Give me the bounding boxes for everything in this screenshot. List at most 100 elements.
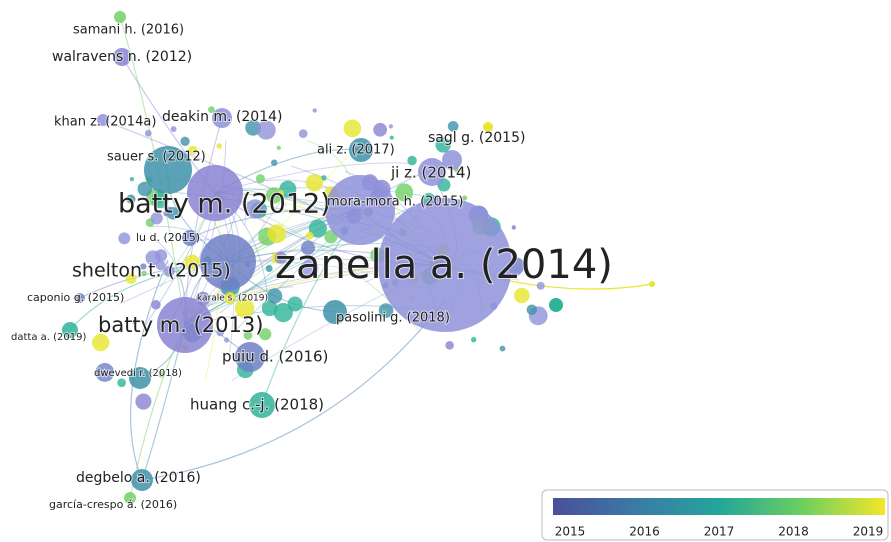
node <box>249 392 275 418</box>
node <box>261 300 278 317</box>
node <box>274 251 288 264</box>
node <box>470 336 477 343</box>
node <box>267 288 283 304</box>
node <box>144 146 192 194</box>
node <box>126 194 136 204</box>
node <box>499 345 506 352</box>
node-label: dwevedi r. (2018) <box>94 368 182 379</box>
node <box>418 158 446 186</box>
node-label: huang c.-j. (2018) <box>190 396 324 414</box>
node <box>129 177 134 182</box>
node <box>395 183 414 202</box>
node <box>243 331 253 340</box>
node <box>117 378 126 388</box>
node <box>389 135 394 140</box>
node <box>343 119 362 138</box>
node <box>325 175 395 245</box>
node <box>157 297 213 353</box>
node <box>158 371 166 378</box>
node <box>388 124 394 129</box>
node <box>75 293 85 303</box>
node <box>216 328 225 337</box>
node <box>513 287 530 304</box>
node <box>245 199 265 219</box>
node <box>265 187 283 204</box>
node <box>305 174 324 192</box>
node <box>131 469 153 491</box>
node <box>224 337 230 343</box>
node-label: deakin m. (2014) <box>162 109 283 125</box>
node <box>114 11 126 23</box>
node-label: batty m. (2013) <box>98 313 263 337</box>
node <box>166 206 180 220</box>
node <box>62 322 78 338</box>
node-label: walravens n. (2012) <box>52 49 192 65</box>
node-label: puiu d. (2016) <box>222 348 328 366</box>
node <box>306 231 314 240</box>
bubbles <box>62 11 655 504</box>
node <box>129 367 151 389</box>
node-label: zanella a. (2014) <box>275 242 613 288</box>
node <box>95 363 115 382</box>
node <box>435 137 451 153</box>
node <box>259 328 272 341</box>
node <box>276 145 281 150</box>
node <box>298 129 308 139</box>
node-label: mora-mora h. (2015) <box>327 195 463 210</box>
node <box>235 342 265 372</box>
node-label: samani h. (2016) <box>73 23 184 38</box>
node <box>170 126 177 132</box>
node <box>442 150 462 170</box>
node-label: lu d. (2015) <box>136 231 200 244</box>
node-label: datta a. (2019) <box>11 332 86 343</box>
node <box>163 265 175 277</box>
node <box>144 129 152 137</box>
node <box>447 120 459 132</box>
node <box>526 304 538 315</box>
node <box>271 159 278 166</box>
node <box>549 298 563 312</box>
node-label: karale s. (2019) <box>197 294 268 304</box>
node <box>265 265 273 273</box>
node <box>137 181 153 197</box>
node <box>349 138 373 162</box>
node <box>182 230 198 246</box>
node <box>300 240 316 255</box>
node <box>97 114 109 126</box>
legend-tick-label: 2015 <box>555 525 586 539</box>
node <box>323 300 347 324</box>
node <box>135 393 152 410</box>
node <box>255 174 265 184</box>
node-label: ji z. (2014) <box>390 164 471 182</box>
node <box>163 210 170 217</box>
node <box>140 263 147 270</box>
node <box>151 191 169 209</box>
node <box>208 106 215 113</box>
node-label: pasolini g. (2018) <box>336 311 450 326</box>
node <box>141 270 147 276</box>
node <box>91 333 110 352</box>
node <box>113 48 131 66</box>
legend-tick-label: 2019 <box>853 525 884 539</box>
node <box>151 300 161 310</box>
node <box>511 225 516 230</box>
node-label: garcía-crespo á. (2016) <box>49 498 177 511</box>
node <box>373 122 388 137</box>
node <box>216 143 223 149</box>
node-label: caponio g. (2015) <box>27 291 124 304</box>
node <box>256 120 276 140</box>
node <box>267 224 287 244</box>
node <box>378 198 512 332</box>
node <box>308 219 327 238</box>
node <box>312 108 317 113</box>
node <box>180 136 190 146</box>
node-label: khan z. (2014a) <box>54 115 156 130</box>
node-label: sauer s. (2012) <box>107 150 206 165</box>
legend-tick-label: 2016 <box>629 525 660 539</box>
legend-tick-label: 2018 <box>778 525 809 539</box>
node <box>273 302 293 323</box>
node <box>321 175 327 181</box>
node <box>187 165 243 221</box>
node <box>300 259 319 277</box>
